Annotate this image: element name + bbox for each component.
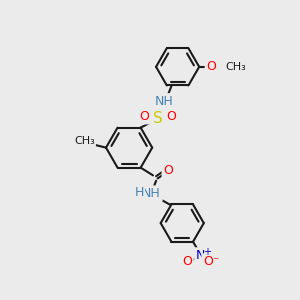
Text: CH₃: CH₃	[225, 62, 246, 72]
Text: O: O	[164, 164, 173, 177]
Text: N: N	[196, 249, 206, 262]
Text: O: O	[140, 110, 149, 123]
Text: O⁻: O⁻	[203, 255, 220, 268]
Text: NH: NH	[142, 187, 161, 200]
Text: O: O	[166, 110, 175, 123]
Text: O: O	[182, 255, 192, 268]
Text: NH: NH	[154, 95, 173, 108]
Text: H: H	[134, 186, 144, 199]
Text: +: +	[203, 247, 211, 257]
Text: S: S	[153, 111, 163, 126]
Text: CH₃: CH₃	[74, 136, 95, 146]
Text: O: O	[207, 60, 216, 73]
